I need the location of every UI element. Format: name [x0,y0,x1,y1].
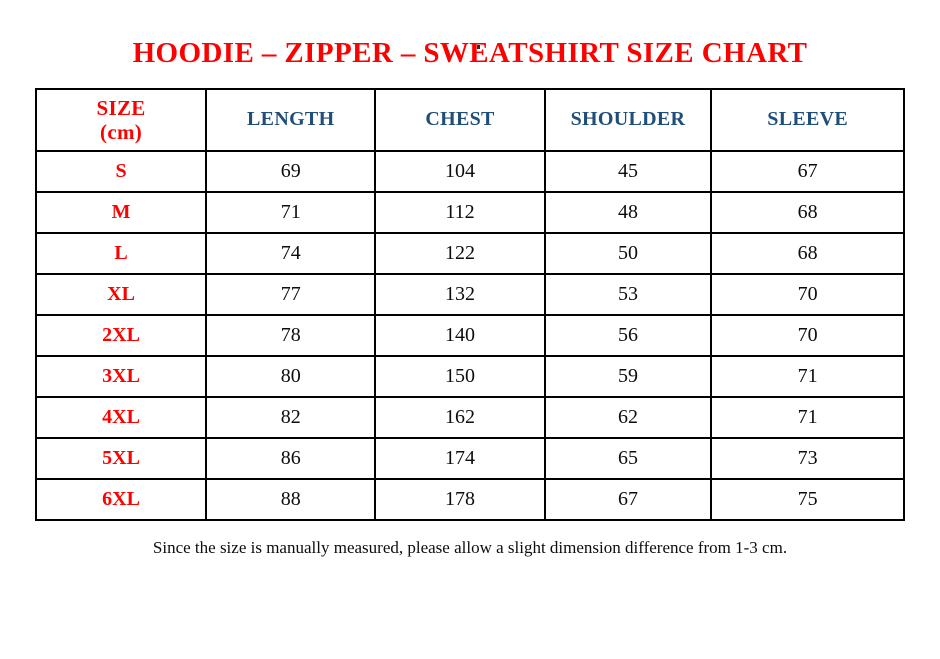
column-header-shoulder: SHOULDER [543,87,713,152]
length-cell: 80 [205,354,377,398]
shoulder-cell: 67 [543,477,713,521]
column-header-chest: CHEST [374,87,546,152]
shoulder-cell: 50 [543,231,713,275]
table-header: SIZE (cm) LENGTH CHEST SHOULDER SLEEVE [34,87,905,152]
size-cell: 5XL [34,436,208,480]
table-row-xl: XL 77 132 53 70 [34,272,905,316]
column-header-sleeve: SLEEVE [710,87,905,152]
sleeve-cell: 70 [710,313,905,357]
size-cell: L [34,231,208,275]
size-cell: 2XL [34,313,208,357]
chest-cell: 174 [374,436,546,480]
length-cell: 88 [205,477,377,521]
chest-cell: 112 [374,190,546,234]
length-cell: 71 [205,190,377,234]
size-cell: 6XL [34,477,208,521]
length-cell: 78 [205,313,377,357]
size-cell: 4XL [34,395,208,439]
length-cell: 74 [205,231,377,275]
table-row-3xl: 3XL 80 150 59 71 [34,354,905,398]
sleeve-cell: 68 [710,190,905,234]
chest-cell: 140 [374,313,546,357]
size-header-line1: SIZE [96,95,146,120]
table-row-m: M 71 112 48 68 [34,190,905,234]
chest-cell: 132 [374,272,546,316]
table-row-2xl: 2XL 78 140 56 70 [34,313,905,357]
shoulder-cell: 48 [543,190,713,234]
table-row-s: S 69 104 45 67 [34,149,905,193]
column-header-size: SIZE (cm) [34,87,208,152]
size-cell: XL [34,272,208,316]
size-chart-page: { "page": { "title": "HOODIE – ZIPPER – … [0,36,940,659]
measurement-disclaimer: Since the size is manually measured, ple… [152,537,788,557]
length-cell: 69 [205,149,377,193]
chest-cell: 122 [374,231,546,275]
sleeve-cell: 67 [710,149,905,193]
sleeve-cell: 71 [710,395,905,439]
sleeve-cell: 68 [710,231,905,275]
length-cell: 86 [205,436,377,480]
chest-cell: 104 [374,149,546,193]
sleeve-cell: 73 [710,436,905,480]
size-chart-table: SIZE (cm) LENGTH CHEST SHOULDER SLEEVE S… [34,87,905,521]
shoulder-cell: 56 [543,313,713,357]
table-row-6xl: 6XL 88 178 67 75 [34,477,905,521]
table-row-5xl: 5XL 86 174 65 73 [34,436,905,480]
page-title: HOODIE – ZIPPER – SWEATSHIRT SIZE CHART [132,37,808,69]
shoulder-cell: 62 [543,395,713,439]
length-cell: 77 [205,272,377,316]
size-header-line2: (cm) [100,119,143,144]
sleeve-cell: 71 [710,354,905,398]
table-body: S 69 104 45 67 M 71 112 48 68 L 74 122 5… [34,149,905,521]
table-row-l: L 74 122 50 68 [34,231,905,275]
size-cell: 3XL [34,354,208,398]
sleeve-cell: 75 [710,477,905,521]
shoulder-cell: 45 [543,149,713,193]
size-cell: S [34,149,208,193]
column-header-length: LENGTH [205,87,377,152]
stray-dot-mark [477,45,480,49]
chest-cell: 178 [374,477,546,521]
shoulder-cell: 53 [543,272,713,316]
shoulder-cell: 65 [543,436,713,480]
shoulder-cell: 59 [543,354,713,398]
table-row-4xl: 4XL 82 162 62 71 [34,395,905,439]
chest-cell: 162 [374,395,546,439]
size-cell: M [34,190,208,234]
sleeve-cell: 70 [710,272,905,316]
length-cell: 82 [205,395,377,439]
header-row: SIZE (cm) LENGTH CHEST SHOULDER SLEEVE [34,87,905,152]
chest-cell: 150 [374,354,546,398]
